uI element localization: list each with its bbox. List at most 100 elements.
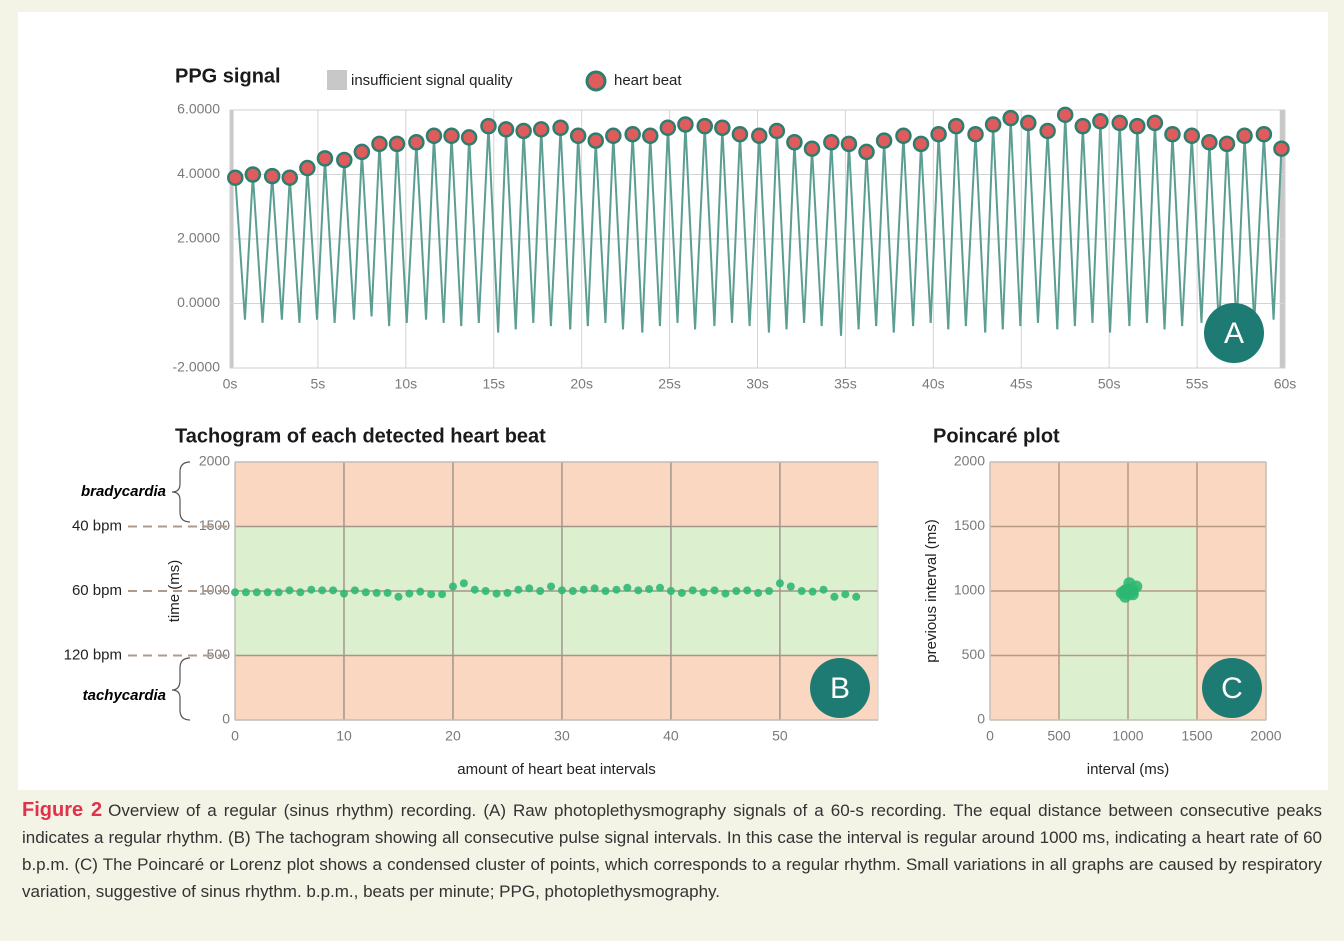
y-tick-label: 500 [207,646,231,662]
heart-beat [840,135,858,153]
x-tick-label: 1000 [1112,728,1143,744]
x-tick-label: 2000 [1250,728,1281,744]
point [841,590,850,599]
point [296,588,305,597]
point [263,588,272,597]
point [470,585,479,594]
point [568,587,577,595]
reference-label: 120 bpm [64,646,122,663]
heart-beat [1056,106,1074,124]
heart-beat [751,127,768,145]
signal-segment [1272,148,1283,320]
plot-frame [989,461,1267,721]
heart-beat [227,169,244,186]
signal-segment [378,143,391,327]
signal-segment [883,140,895,333]
signal-segment [920,143,932,323]
point [361,588,370,597]
x-tick-label: 1500 [1181,728,1212,744]
heart-beat [552,119,569,136]
signal-segment [830,142,843,336]
legend-swatch [327,70,347,90]
signal-segment [388,143,399,327]
signal-segment [731,134,741,323]
x-tick-label: 10 [336,728,352,744]
point [852,592,861,601]
signal-segment [811,148,823,327]
heart-beat [1146,114,1164,132]
signal-segment [1099,121,1112,333]
heart-beat [480,117,497,135]
signal-segment [1073,126,1084,327]
signal-segment [847,143,860,330]
heart-beat [532,121,550,138]
signal-segment [912,143,923,327]
heart-beat [786,134,803,151]
signal-segment [1200,142,1211,323]
heart-beat [299,159,316,177]
y-tick-label: 0 [977,711,985,727]
heart-beat [244,166,262,183]
point [677,588,686,597]
heart-beat [1236,127,1253,145]
heart-beat [497,121,515,138]
signal-segment [1056,114,1067,330]
y-axis-label: previous interval (ms) [923,519,940,662]
point [557,586,566,595]
point [416,587,425,596]
signal-segment [577,135,589,327]
heart-beat [823,134,840,151]
signal-segment [892,135,905,333]
heart-beat [1111,114,1128,132]
point [786,582,795,591]
legend-label: heart beat [614,72,682,89]
heart-beat [388,135,406,153]
point [372,588,381,597]
signal-segment [721,127,734,323]
heart-beat [967,125,984,143]
point [514,585,523,594]
signal-segment [487,126,500,333]
signal-segment [316,158,326,320]
signal-segment [964,134,977,327]
point [819,585,828,594]
signal-segment [1181,135,1193,327]
x-tick-label: 50 [772,728,788,744]
point [318,586,327,595]
point [503,588,512,597]
signal-segment [549,127,562,327]
point [623,583,632,592]
heart-beat [263,167,281,185]
signal-segment [604,135,615,323]
point [754,588,763,597]
heart-beat [605,127,622,145]
signal-segment [243,174,254,320]
reference-label: 60 bpm [72,582,122,599]
panel-letter: C [1221,672,1243,705]
x-tick-label: 55s [1186,376,1209,392]
signal-segment [820,142,833,327]
y-tick-label: -2.0000 [173,359,221,375]
signal-segment [955,126,967,327]
signal-segment [425,135,435,320]
heart-beat [984,116,1002,133]
signal-segment [1046,130,1059,330]
x-tick-label: 35s [834,376,857,392]
point [612,585,621,594]
point [285,586,294,595]
signal-segment [261,176,274,323]
point [438,590,447,599]
heart-beat [858,143,875,161]
figure: insufficient signal quality heart beat b… [18,12,1328,790]
heart-beat [353,143,371,161]
signal-segment [937,134,950,330]
signal-segment [1036,130,1049,323]
signal-segment [343,159,355,320]
heart-beat [1164,125,1181,143]
caption: Figure 2 Overview of a regular (sinus rhy… [22,797,1322,905]
point [448,582,457,591]
heart-beat [371,135,388,153]
legend-marker [585,70,607,92]
signal-segment [1128,126,1139,327]
heart-beat [659,119,677,136]
